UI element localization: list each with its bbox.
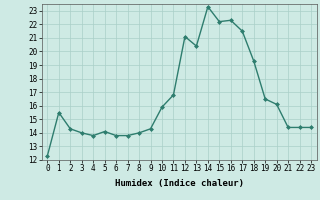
X-axis label: Humidex (Indice chaleur): Humidex (Indice chaleur) [115,179,244,188]
